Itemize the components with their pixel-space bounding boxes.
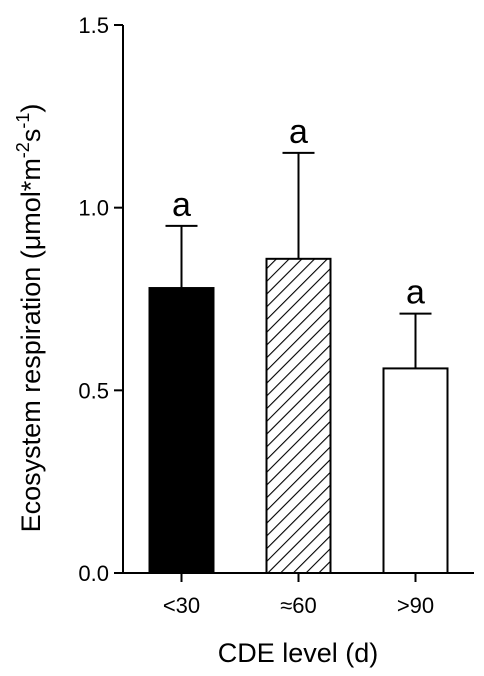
y-axis-label-mid: s <box>16 129 46 143</box>
bar <box>265 257 332 574</box>
y-tick-label: 0.5 <box>78 378 109 403</box>
significance-letter: a <box>406 274 425 312</box>
x-axis-label: CDE level (d) <box>218 638 379 668</box>
significance-letter: a <box>289 113 308 151</box>
y-axis-label-sup-2: -1 <box>13 113 33 129</box>
bar <box>382 367 449 574</box>
y-axis-label-sup-1: -2 <box>13 142 33 158</box>
y-tick-label: 0.0 <box>78 561 109 586</box>
x-tick-label: ≈60 <box>280 593 317 618</box>
y-axis-label: Ecosystem respiration (μmol*m-2s-1) <box>13 104 46 533</box>
y-axis-label-suffix: ) <box>16 104 46 113</box>
bars: a a a <box>148 113 449 574</box>
y-axis: 0.0 0.5 1.0 1.5 <box>78 13 124 586</box>
y-axis-label-prefix: Ecosystem respiration (μmol*m <box>16 158 46 532</box>
x-tick-label: <30 <box>163 593 200 618</box>
y-tick-label: 1.0 <box>78 196 109 221</box>
significance-letter: a <box>172 186 191 224</box>
x-tick-label: >90 <box>397 593 434 618</box>
y-tick-label: 1.5 <box>78 13 109 38</box>
x-axis: <30 ≈60 >90 <box>123 572 474 618</box>
bar <box>148 287 215 574</box>
